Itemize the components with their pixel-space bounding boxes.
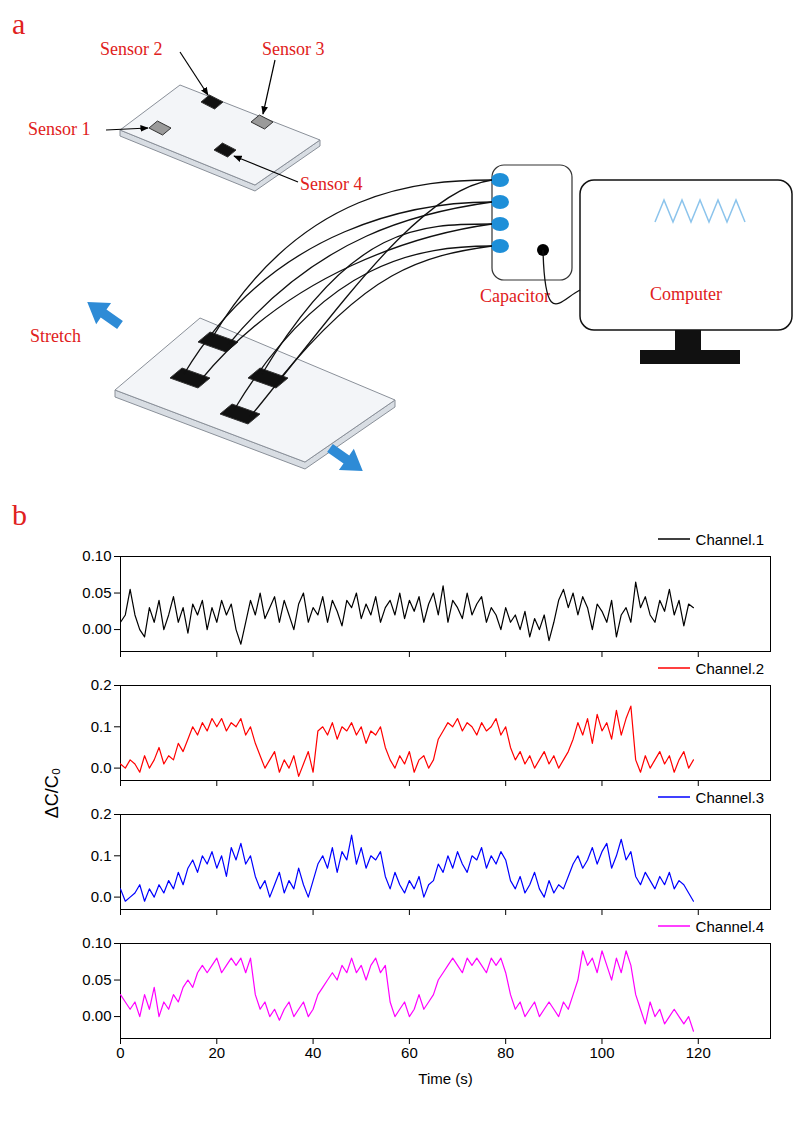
svg-text:0.10: 0.10 (82, 548, 111, 564)
svg-text:Time (s): Time (s) (418, 1070, 472, 1087)
html-text:b: b (12, 498, 27, 531)
svg-text:a: a (12, 7, 25, 40)
svg-text:0.00: 0.00 (82, 1007, 111, 1024)
svg-text:0: 0 (116, 1044, 124, 1061)
html-text:Channel.2: Channel.2 (695, 659, 764, 677)
svg-text:0.0: 0.0 (91, 759, 112, 776)
html-text:ΔC/C₀: ΔC/C₀ (41, 767, 62, 819)
svg-text:0.05: 0.05 (82, 584, 111, 601)
svg-text:20: 20 (208, 1044, 225, 1061)
svg-text:0.1: 0.1 (91, 718, 112, 735)
svg-text:Computer: Computer (650, 284, 722, 304)
svg-text:Sensor 2: Sensor 2 (100, 39, 163, 59)
svg-text:120: 120 (686, 1044, 711, 1061)
svg-text:100: 100 (589, 1044, 614, 1061)
svg-text:Stretch: Stretch (30, 326, 81, 346)
html-text:Channel.3: Channel.3 (695, 788, 764, 806)
html-text:Channel.1: Channel.1 (695, 530, 764, 548)
svg-text:0.0: 0.0 (91, 888, 112, 905)
svg-text:0.2: 0.2 (91, 806, 112, 822)
svg-text:Sensor 3: Sensor 3 (262, 39, 325, 59)
svg-text:40: 40 (305, 1044, 322, 1061)
svg-text:0.2: 0.2 (91, 677, 112, 693)
svg-text:Capacitor: Capacitor (480, 286, 550, 306)
svg-text:0.10: 0.10 (82, 935, 111, 951)
svg-text:0.05: 0.05 (82, 971, 111, 988)
svg-text:80: 80 (497, 1044, 514, 1061)
svg-text:Sensor 1: Sensor 1 (28, 119, 91, 139)
svg-text:0.1: 0.1 (91, 847, 112, 864)
svg-text:Sensor 4: Sensor 4 (300, 174, 363, 194)
html-text:Channel.4: Channel.4 (695, 917, 764, 935)
svg-text:60: 60 (401, 1044, 418, 1061)
svg-text:0.00: 0.00 (82, 620, 111, 637)
